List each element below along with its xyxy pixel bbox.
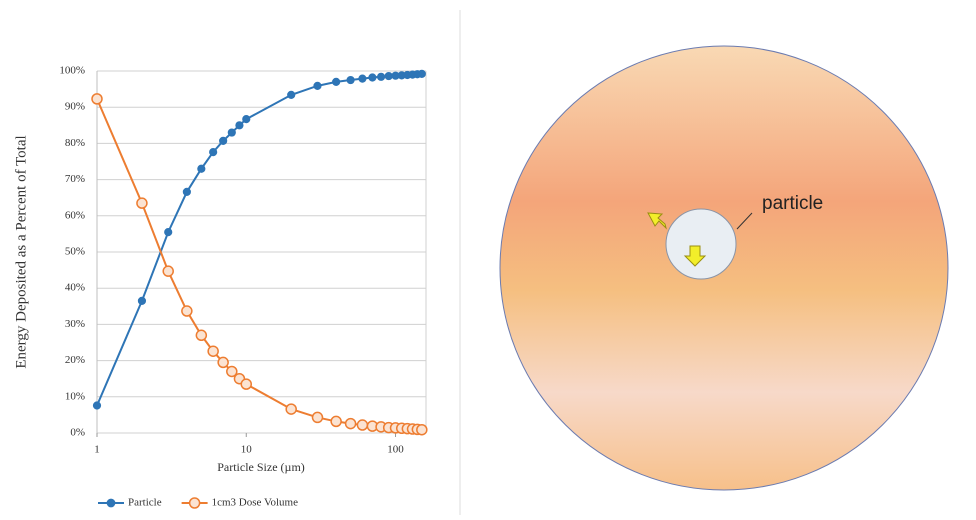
y-tick-label: 100% bbox=[59, 65, 85, 77]
legend-label: Particle bbox=[128, 497, 162, 509]
page: Energy Deposited as a Percent of Total P… bbox=[0, 0, 976, 520]
data-point bbox=[286, 404, 296, 414]
data-point bbox=[183, 188, 190, 195]
data-point bbox=[333, 78, 340, 85]
data-point bbox=[369, 74, 376, 81]
particle-label: particle bbox=[762, 193, 823, 214]
data-point bbox=[208, 346, 218, 356]
data-point bbox=[93, 402, 100, 409]
y-tick-label: 80% bbox=[65, 137, 85, 149]
data-point bbox=[347, 76, 354, 83]
data-point bbox=[228, 129, 235, 136]
chart: Energy Deposited as a Percent of Total P… bbox=[13, 65, 426, 509]
diagram: particle bbox=[500, 46, 948, 490]
data-point bbox=[243, 116, 250, 123]
data-point bbox=[288, 91, 295, 98]
y-axis-title: Energy Deposited as a Percent of Total bbox=[13, 135, 29, 368]
data-point bbox=[331, 416, 341, 426]
data-point bbox=[196, 330, 206, 340]
data-point bbox=[137, 198, 147, 208]
data-point bbox=[165, 228, 172, 235]
y-tick-label: 70% bbox=[65, 173, 85, 185]
x-axis-title: Particle Size (µm) bbox=[217, 460, 305, 474]
series-line bbox=[97, 74, 422, 406]
data-point bbox=[218, 357, 228, 367]
y-tick-label: 20% bbox=[65, 354, 85, 366]
data-point bbox=[198, 165, 205, 172]
series-line bbox=[97, 99, 422, 430]
data-point bbox=[236, 122, 243, 129]
data-point bbox=[346, 419, 356, 429]
data-point bbox=[182, 306, 192, 316]
legend-marker bbox=[190, 498, 200, 508]
data-point bbox=[138, 297, 145, 304]
data-point bbox=[359, 75, 366, 82]
data-point bbox=[92, 94, 102, 104]
data-point bbox=[377, 73, 384, 80]
y-tick-label: 30% bbox=[65, 318, 85, 330]
data-point bbox=[357, 420, 367, 430]
data-point bbox=[314, 82, 321, 89]
data-point bbox=[220, 137, 227, 144]
data-point bbox=[241, 379, 251, 389]
y-tick-label: 90% bbox=[65, 101, 85, 113]
particle-circle bbox=[666, 209, 736, 279]
data-point bbox=[210, 148, 217, 155]
x-tick-label: 100 bbox=[387, 444, 404, 456]
data-point bbox=[163, 266, 173, 276]
x-tick-label: 1 bbox=[94, 444, 100, 456]
y-tick-label: 0% bbox=[70, 427, 85, 439]
y-tick-label: 40% bbox=[65, 282, 85, 294]
legend-label: 1cm3 Dose Volume bbox=[212, 497, 298, 509]
legend-marker bbox=[107, 499, 114, 506]
y-tick-label: 10% bbox=[65, 390, 85, 402]
x-tick-label: 10 bbox=[241, 444, 253, 456]
data-point bbox=[417, 425, 427, 435]
data-point bbox=[385, 72, 392, 79]
y-tick-label: 60% bbox=[65, 209, 85, 221]
data-point bbox=[312, 412, 322, 422]
data-point bbox=[418, 70, 425, 77]
y-tick-label: 50% bbox=[65, 246, 85, 258]
